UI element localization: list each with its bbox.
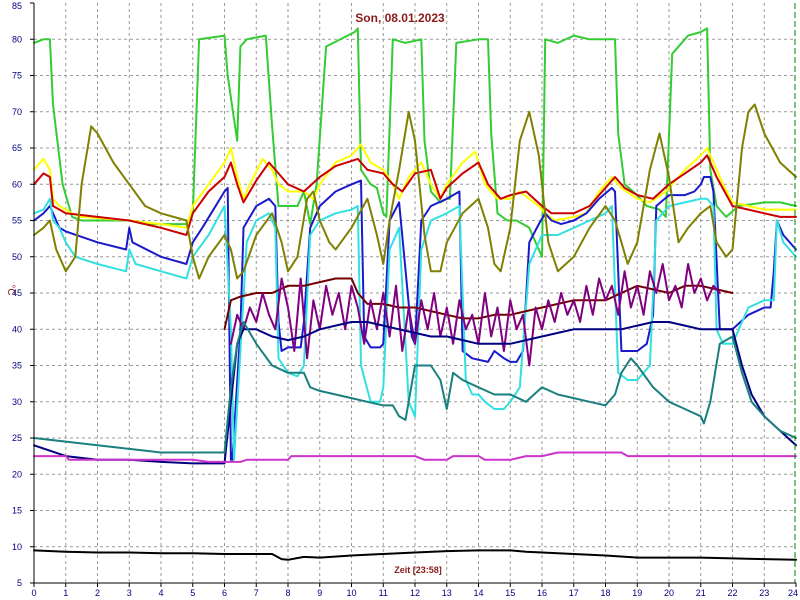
x-tick-label: 17 [569, 588, 579, 598]
y-tick-label: 60 [12, 179, 22, 189]
x-tick-label: 10 [346, 588, 356, 598]
axis-layer [30, 2, 797, 587]
series-line-11 [33, 451, 797, 463]
series-line-10 [33, 321, 797, 454]
x-tick-label: 19 [632, 588, 642, 598]
x-tick-label: 22 [727, 588, 737, 598]
y-tick-label: 20 [12, 469, 22, 479]
series-line-9 [33, 321, 797, 465]
x-tick-label: 7 [254, 588, 259, 598]
series-layer [33, 27, 797, 561]
y-tick-label: 85 [12, 1, 22, 11]
y-tick-label: 10 [12, 542, 22, 552]
x-tick-label: 12 [410, 588, 420, 598]
y-tick-label: 80 [12, 34, 22, 44]
x-tick-label: 1 [63, 588, 68, 598]
x-tick-label: 11 [379, 588, 388, 598]
x-tick-label: 3 [127, 588, 132, 598]
y-tick-label: 45 [12, 288, 22, 298]
x-tick-label: 2 [95, 588, 100, 598]
x-tick-label: 18 [600, 588, 610, 598]
x-tick-label: 8 [285, 588, 290, 598]
x-tick-label: 6 [222, 588, 227, 598]
y-tick-label: 65 [12, 143, 22, 153]
series-line-8 [229, 263, 721, 367]
x-tick-label: 21 [696, 588, 706, 598]
series-line-6 [33, 103, 797, 280]
series-line-12 [33, 549, 797, 561]
y-tick-label: 50 [12, 252, 22, 262]
x-tick-label: 20 [664, 588, 674, 598]
y-tick-label: 25 [12, 433, 22, 443]
label-layer: 0 1 2 3 4 5 6 7 8 9 10 11 12 13 14 15 16 17 18 19 20 21 22 23 24… [5, 1, 798, 598]
x-tick-label: 9 [317, 588, 322, 598]
x-tick-label: 0 [31, 588, 36, 598]
x-tick-label: 5 [190, 588, 195, 598]
x-axis-label: Zeit [23:58] [394, 565, 442, 575]
y-tick-label: 5 [17, 578, 22, 588]
y-tick-label: 55 [12, 216, 22, 226]
y-axis-label: °C [5, 284, 16, 295]
series-line-4 [33, 176, 797, 461]
series-line-2 [33, 143, 797, 229]
y-tick-label: 35 [12, 361, 22, 371]
x-tick-label: 13 [442, 588, 452, 598]
x-tick-label: 24 [788, 588, 798, 598]
x-tick-label: 23 [759, 588, 769, 598]
y-tick-label: 15 [12, 506, 22, 516]
y-tick-label: 30 [12, 397, 22, 407]
y-tick-label: 70 [12, 107, 22, 117]
chart-title: Son, 08.01.2023 [355, 11, 445, 25]
x-tick-label: 15 [505, 588, 515, 598]
y-tick-label: 75 [12, 71, 22, 81]
x-tick-label: 14 [473, 588, 483, 598]
series-line-5 [33, 197, 797, 461]
x-tick-label: 16 [537, 588, 547, 598]
x-tick-label: 4 [158, 588, 163, 598]
y-tick-label: 40 [12, 324, 22, 334]
